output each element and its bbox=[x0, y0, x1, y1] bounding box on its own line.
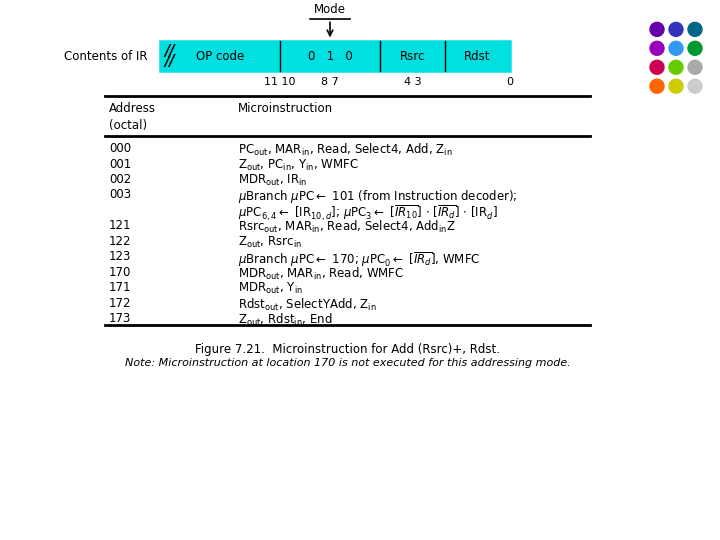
Circle shape bbox=[650, 60, 664, 75]
Text: MDR$_{\sf out}$, Y$_{\sf in}$: MDR$_{\sf out}$, Y$_{\sf in}$ bbox=[238, 281, 303, 296]
Text: Mode: Mode bbox=[314, 3, 346, 16]
Text: Address
(octal): Address (octal) bbox=[109, 102, 156, 132]
Circle shape bbox=[650, 79, 664, 93]
Text: 000: 000 bbox=[109, 142, 131, 155]
Text: Rsrc$_{\sf out}$, MAR$_{\sf in}$, Read, Select4, Add$_{\sf in}$Z: Rsrc$_{\sf out}$, MAR$_{\sf in}$, Read, … bbox=[238, 219, 456, 235]
Text: 4 3: 4 3 bbox=[404, 77, 421, 87]
Text: //: // bbox=[165, 44, 176, 59]
Circle shape bbox=[688, 22, 702, 36]
Circle shape bbox=[650, 42, 664, 55]
Circle shape bbox=[669, 79, 683, 93]
Text: Z$_{\sf out}$, Rsrc$_{\sf in}$: Z$_{\sf out}$, Rsrc$_{\sf in}$ bbox=[238, 235, 302, 250]
Circle shape bbox=[688, 79, 702, 93]
Circle shape bbox=[650, 22, 664, 36]
Circle shape bbox=[669, 42, 683, 55]
Text: 170: 170 bbox=[109, 266, 131, 279]
Text: Rdst$_{\sf out}$, SelectYAdd, Z$_{\sf in}$: Rdst$_{\sf out}$, SelectYAdd, Z$_{\sf in… bbox=[238, 296, 377, 313]
Text: 0   1   0: 0 1 0 bbox=[307, 50, 352, 63]
Text: Z$_{\sf out}$, Rdst$_{\sf in}$, End: Z$_{\sf out}$, Rdst$_{\sf in}$, End bbox=[238, 312, 333, 328]
Text: Rsrc: Rsrc bbox=[400, 50, 426, 63]
Text: 172: 172 bbox=[109, 296, 132, 309]
Text: 0: 0 bbox=[506, 77, 513, 87]
Text: 171: 171 bbox=[109, 281, 132, 294]
Text: 123: 123 bbox=[109, 250, 131, 264]
Text: $\mu$Branch $\mu$PC$\leftarrow$ 170; $\mu$PC$_0$$\leftarrow$ [$\overline{IR_d}$]: $\mu$Branch $\mu$PC$\leftarrow$ 170; $\m… bbox=[238, 250, 480, 269]
Text: 11 10: 11 10 bbox=[264, 77, 296, 87]
Text: MDR$_{\sf out}$, MAR$_{\sf in}$, Read, WMFC: MDR$_{\sf out}$, MAR$_{\sf in}$, Read, W… bbox=[238, 266, 404, 282]
Text: Rdst: Rdst bbox=[464, 50, 491, 63]
Circle shape bbox=[688, 42, 702, 55]
Text: $\mu$Branch $\mu$PC$\leftarrow$ 101 (from Instruction decoder);: $\mu$Branch $\mu$PC$\leftarrow$ 101 (fro… bbox=[238, 188, 518, 205]
Text: Figure 7.21.  Microinstruction for Add (Rsrc)+, Rdst.: Figure 7.21. Microinstruction for Add (R… bbox=[195, 342, 500, 355]
Text: Microinstruction: Microinstruction bbox=[238, 102, 333, 115]
Circle shape bbox=[669, 60, 683, 75]
Text: Z$_{\sf out}$, PC$_{\sf in}$, Y$_{\sf in}$, WMFC: Z$_{\sf out}$, PC$_{\sf in}$, Y$_{\sf in… bbox=[238, 158, 359, 173]
Text: 8 7: 8 7 bbox=[321, 77, 339, 87]
Text: Contents of IR: Contents of IR bbox=[65, 50, 148, 63]
Text: MDR$_{\sf out}$, IR$_{\sf in}$: MDR$_{\sf out}$, IR$_{\sf in}$ bbox=[238, 173, 307, 188]
Bar bbox=[160, 42, 510, 71]
Text: $\mu$PC$_{6,4}$$\leftarrow$ [IR$_{10,d}$]; $\mu$PC$_3$$\leftarrow$ [$\overline{I: $\mu$PC$_{6,4}$$\leftarrow$ [IR$_{10,d}$… bbox=[238, 204, 498, 223]
Text: PC$_{\sf out}$, MAR$_{\sf in}$, Read, Select4, Add, Z$_{\sf in}$: PC$_{\sf out}$, MAR$_{\sf in}$, Read, Se… bbox=[238, 142, 453, 158]
Text: 121: 121 bbox=[109, 219, 132, 232]
Text: 173: 173 bbox=[109, 312, 131, 325]
Text: 001: 001 bbox=[109, 158, 131, 171]
Circle shape bbox=[669, 22, 683, 36]
Text: //: // bbox=[165, 54, 176, 69]
Text: Note: Microinstruction at location 170 is not executed for this addressing mode.: Note: Microinstruction at location 170 i… bbox=[125, 359, 570, 368]
Text: OP code: OP code bbox=[196, 50, 244, 63]
Text: 002: 002 bbox=[109, 173, 131, 186]
Text: 003: 003 bbox=[109, 188, 131, 201]
Circle shape bbox=[688, 60, 702, 75]
Text: 122: 122 bbox=[109, 235, 132, 248]
